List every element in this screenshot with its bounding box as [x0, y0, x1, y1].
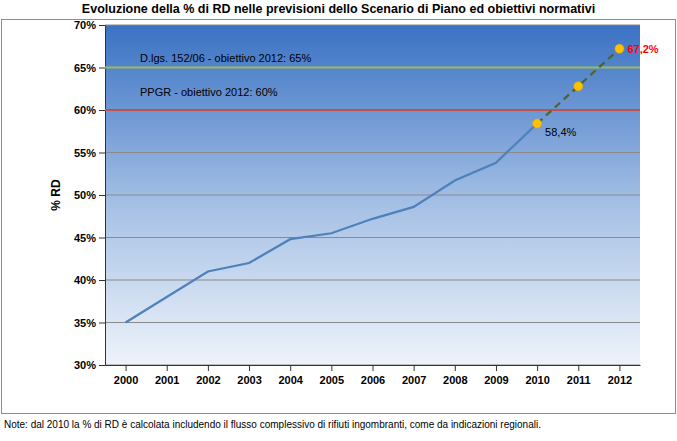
series-line [126, 124, 538, 323]
x-tick-label: 2010 [525, 374, 549, 386]
data-label: 67,2% [627, 43, 658, 55]
x-tick-mark [373, 365, 374, 371]
y-tick-label: 70% [74, 19, 96, 31]
y-tick-label: 60% [74, 104, 96, 116]
reference-line [105, 109, 640, 111]
x-tick-label: 2012 [608, 374, 632, 386]
note: Note: dal 2010 la % di RD è calcolata in… [4, 419, 541, 430]
y-tick-mark [99, 365, 105, 366]
grid-line [105, 67, 640, 68]
x-tick-label: 2000 [114, 374, 138, 386]
x-axis: 2000 2001 2002 2003 2004 2005 2006 2007 2008 2009… [106, 365, 641, 386]
x-tick-mark [619, 365, 620, 371]
x-tick-label: 2005 [320, 374, 344, 386]
series-marker [533, 119, 542, 128]
y-tick: 55% [74, 147, 105, 159]
chart-frame [2, 20, 676, 414]
y-tick-label: 30% [74, 359, 96, 371]
x-tick-label: 2011 [567, 374, 591, 386]
y-tick: 70% [74, 19, 105, 31]
grid-line [105, 280, 640, 281]
grid-line [105, 110, 640, 111]
reference-line-label: PPGR - obiettivo 2012: 60% [140, 86, 278, 98]
plot-background [105, 25, 640, 365]
x-tick: 2000 [114, 365, 138, 386]
y-tick: 50% [74, 189, 105, 201]
x-tick: 2011 [567, 365, 591, 386]
y-tick-label: 40% [74, 274, 96, 286]
y-tick-label: 55% [74, 147, 96, 159]
x-tick: 2008 [443, 365, 467, 386]
data-label: 58,4% [545, 126, 576, 138]
y-tick: 65% [74, 62, 105, 74]
y-tick-mark [99, 153, 105, 154]
x-tick-label: 2004 [278, 374, 303, 386]
x-tick: 2002 [196, 365, 220, 386]
x-tick-mark [167, 365, 168, 371]
y-axis-line [105, 26, 106, 366]
x-tick-label: 2006 [361, 374, 385, 386]
y-tick: 30% [74, 359, 105, 371]
y-tick-mark [99, 68, 105, 69]
y-tick: 40% [74, 274, 105, 286]
y-tick-label: 65% [74, 62, 96, 74]
y-tick-mark [99, 110, 105, 111]
y-tick-mark [99, 323, 105, 324]
x-tick-mark [496, 365, 497, 371]
x-tick: 2006 [361, 365, 385, 386]
y-tick: 60% [74, 104, 105, 116]
x-tick-mark [455, 365, 456, 371]
y-tick-mark [99, 25, 105, 26]
y-axis: 30% 35% 40% 45% 50% 55% 60% 65% 70% [74, 19, 106, 371]
y-tick-label: 50% [74, 189, 96, 201]
x-tick: 2001 [155, 365, 179, 386]
x-tick-mark [414, 365, 415, 371]
x-tick-mark [578, 365, 579, 371]
grid-line [105, 25, 640, 26]
x-tick-mark [208, 365, 209, 371]
grid-line [105, 152, 640, 153]
y-tick-label: 35% [74, 317, 96, 329]
x-tick-mark [249, 365, 250, 371]
plot-area [105, 44, 640, 322]
x-tick: 2007 [402, 365, 426, 386]
y-axis-title: % RD [49, 179, 63, 211]
x-tick-label: 2002 [196, 374, 220, 386]
grid-line [105, 195, 640, 196]
x-tick-label: 2001 [155, 374, 179, 386]
x-tick: 2012 [608, 365, 632, 386]
y-tick-mark [99, 195, 105, 196]
x-tick-mark [537, 365, 538, 371]
x-tick: 2003 [237, 365, 261, 386]
x-tick-label: 2003 [237, 374, 261, 386]
y-tick-mark [99, 238, 105, 239]
x-tick-mark [290, 365, 291, 371]
x-tick-mark [126, 365, 127, 371]
x-tick: 2009 [484, 365, 508, 386]
y-tick-mark [99, 280, 105, 281]
series-marker [574, 82, 583, 91]
x-tick-label: 2009 [484, 374, 508, 386]
chart: Evoluzione della % di RD nelle prevision… [0, 0, 677, 441]
x-tick: 2010 [525, 365, 549, 386]
series-line [537, 49, 619, 124]
x-tick-label: 2008 [443, 374, 467, 386]
x-tick: 2004 [278, 365, 303, 386]
x-tick-label: 2007 [402, 374, 426, 386]
grid [105, 25, 640, 365]
y-tick: 45% [74, 232, 105, 244]
grid-line [105, 322, 640, 323]
title: Evoluzione della % di RD nelle prevision… [82, 2, 595, 16]
x-tick: 2005 [320, 365, 344, 386]
reference-line-label: D.lgs. 152/06 - obiettivo 2012: 65% [140, 52, 311, 64]
x-tick-mark [331, 365, 332, 371]
y-tick-label: 45% [74, 232, 96, 244]
grid-line [105, 237, 640, 238]
series-marker [615, 44, 624, 53]
reference-line [105, 67, 640, 69]
y-tick: 35% [74, 317, 105, 329]
